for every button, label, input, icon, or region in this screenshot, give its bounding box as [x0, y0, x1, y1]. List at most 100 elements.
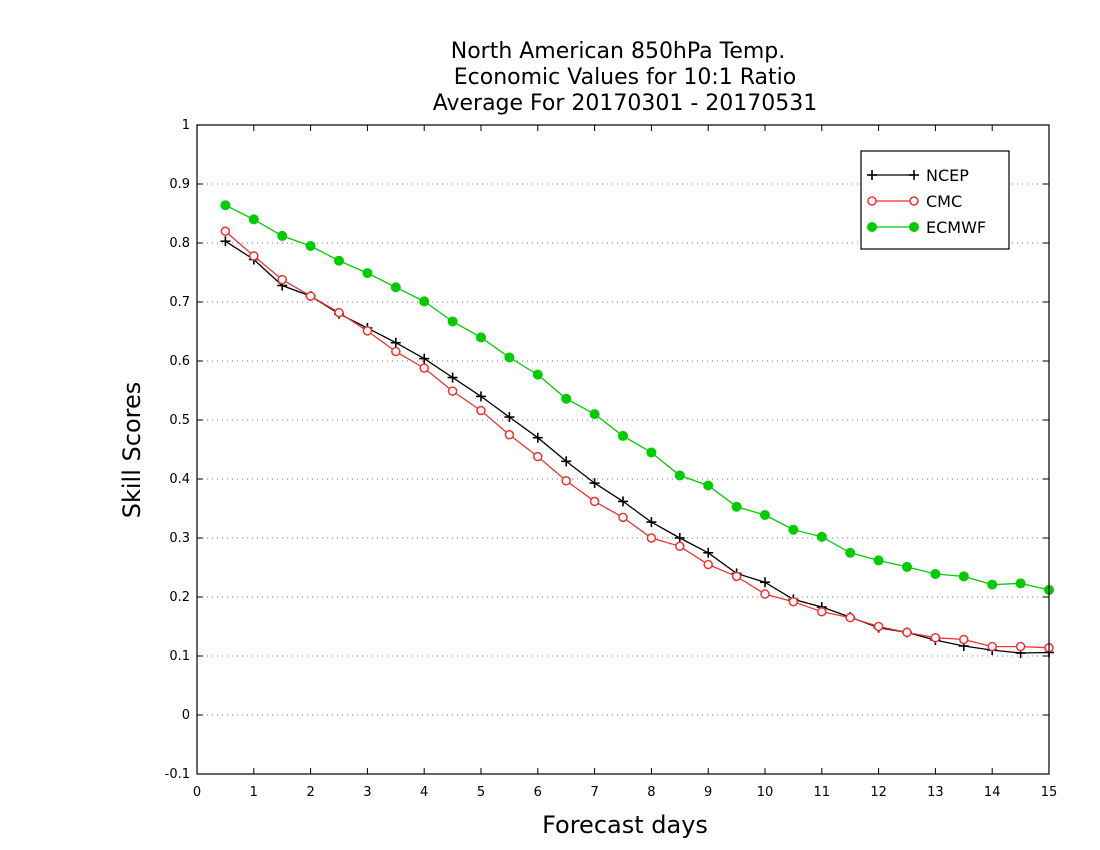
data-point-cmc: [220, 226, 231, 236]
data-point-ecmwf: [873, 555, 884, 566]
data-point-ecmwf: [504, 352, 515, 363]
data-point-ncep: [390, 337, 401, 348]
data-point-ecmwf: [674, 470, 685, 481]
title-line-1: North American 850hPa Temp.: [451, 39, 786, 64]
x-tick-label: 1: [250, 785, 258, 800]
data-point-cmc: [760, 589, 770, 599]
legend-marker: [867, 196, 877, 206]
data-point-ecmwf: [334, 255, 344, 266]
data-point-ncep: [561, 456, 572, 467]
data-point-ncep: [476, 391, 486, 402]
data-point-cmc: [675, 541, 685, 552]
data-point-cmc: [419, 363, 429, 373]
y-axis-ticks: -0.1 0 0.1 0.2 0.3 0.4 0.5 0.6 0.7 0.8 0.9 1: [165, 118, 1049, 782]
data-point-ncep: [703, 547, 714, 558]
data-point-ecmwf: [447, 316, 458, 327]
data-point-ecmwf: [419, 296, 430, 307]
data-point-cmc: [277, 274, 287, 285]
x-tick-label: 2: [306, 785, 314, 800]
y-tick-label: 0.6: [169, 354, 190, 369]
series-line-cmc: [224, 230, 1050, 649]
data-point-cmc: [902, 627, 912, 638]
chart-title: North American 850hPa Temp. Economic Val…: [433, 39, 818, 116]
y-tick-label: 0.8: [169, 236, 190, 251]
data-point-cmc: [533, 451, 543, 462]
x-tick-label: 0: [193, 785, 201, 800]
legend-item-cmc: CMC: [867, 192, 962, 211]
legend-marker: [909, 170, 919, 180]
data-point-ecmwf: [760, 509, 770, 520]
legend: NCEP CMC ECMWF: [860, 150, 1010, 250]
data-point-ecmwf: [731, 501, 742, 512]
y-tick-label: 0.1: [169, 649, 190, 664]
data-point-ncep: [646, 517, 657, 528]
data-point-ecmwf: [248, 214, 259, 225]
x-tick-label: 11: [814, 785, 831, 800]
data-point-ecmwf: [277, 230, 288, 241]
legend-label: NCEP: [926, 166, 969, 185]
y-tick-label: 0.9: [169, 177, 190, 192]
y-tick-label: 0.7: [169, 295, 190, 310]
data-point-ecmwf: [816, 531, 827, 542]
data-point-ncep: [760, 577, 770, 588]
data-point-ncep: [504, 412, 515, 423]
y-tick-label: 1: [182, 118, 190, 133]
data-point-cmc: [873, 621, 884, 632]
data-point-ecmwf: [476, 332, 486, 343]
data-point-cmc: [391, 346, 401, 357]
y-tick-label: 0.5: [169, 413, 190, 428]
data-point-ncep: [419, 353, 430, 364]
series-line-ecmwf: [225, 204, 1050, 591]
data-point-ecmwf: [362, 268, 373, 279]
x-tick-label: 15: [1041, 785, 1058, 800]
data-point-ecmwf: [618, 430, 628, 441]
data-point-cmc: [845, 612, 855, 623]
data-point-ecmwf: [987, 579, 998, 590]
grid-lines: [197, 124, 1049, 716]
data-point-cmc: [788, 596, 799, 607]
data-point-cmc: [447, 386, 458, 396]
y-tick-label: 0: [182, 708, 190, 723]
y-axis-title: Skill Scores: [118, 382, 146, 519]
data-point-cmc: [618, 512, 628, 523]
series-ncep: [220, 236, 1054, 659]
x-tick-label: 9: [704, 785, 712, 800]
data-point-ecmwf: [589, 409, 600, 420]
legend-marker: [909, 222, 919, 232]
data-point-ncep: [674, 533, 685, 543]
data-point-cmc: [249, 251, 259, 261]
data-point-cmc: [1015, 641, 1026, 652]
y-tick-label: 0.4: [169, 472, 190, 487]
x-tick-label: 12: [870, 785, 887, 800]
x-tick-label: 6: [534, 785, 542, 800]
series-ecmwf: [220, 200, 1054, 595]
data-point-cmc: [731, 571, 742, 582]
x-axis-title: Forecast days: [542, 811, 708, 839]
x-tick-label: 10: [757, 785, 774, 800]
data-point-cmc: [334, 307, 344, 318]
plot-series: [220, 200, 1054, 659]
x-axis-ticks: 0 1 2 3 4 5 6 7 8 9 10 11 12 13 14 15: [193, 125, 1057, 800]
data-point-ecmwf: [220, 200, 231, 211]
x-tick-label: 8: [647, 785, 655, 800]
y-tick-label: -0.1: [165, 767, 190, 782]
legend-item-ecmwf: ECMWF: [867, 218, 986, 237]
data-point-ncep: [532, 432, 543, 443]
data-point-ecmwf: [703, 480, 714, 491]
legend-item-ncep: NCEP: [867, 166, 969, 185]
legend-box: [860, 150, 1010, 250]
legend-marker: [867, 170, 877, 180]
x-tick-label: 4: [420, 785, 428, 800]
data-point-cmc: [703, 559, 713, 570]
data-point-ecmwf: [561, 393, 572, 404]
data-point-cmc: [362, 326, 373, 336]
data-point-ncep: [618, 496, 628, 507]
data-point-ecmwf: [1015, 578, 1026, 589]
data-point-ecmwf: [646, 447, 657, 458]
x-tick-label: 13: [927, 785, 944, 800]
x-tick-label: 5: [477, 785, 485, 800]
data-point-cmc: [561, 476, 571, 486]
data-point-cmc: [817, 607, 827, 617]
plot-frame: [196, 124, 1050, 775]
